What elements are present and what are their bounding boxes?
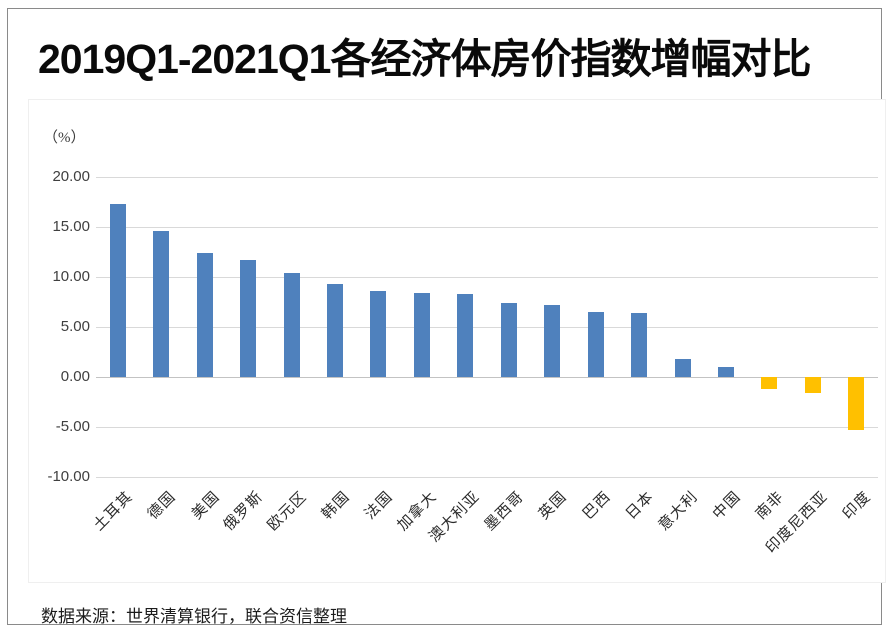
gridline bbox=[96, 176, 878, 178]
chart-bar bbox=[717, 367, 734, 377]
y-tick-label: -10.00 bbox=[47, 468, 90, 485]
gridline bbox=[96, 276, 878, 278]
y-tick-label: -5.00 bbox=[55, 418, 90, 435]
plot-area bbox=[96, 176, 878, 478]
chart-bar bbox=[804, 377, 821, 393]
y-axis-unit-label: （%） bbox=[43, 130, 86, 146]
y-tick-label: 10.00 bbox=[52, 268, 90, 285]
chart-bar bbox=[631, 313, 648, 377]
source-note: 数据来源：世界清算银行，联合资信整理 bbox=[41, 607, 347, 626]
y-tick-label: 15.00 bbox=[52, 218, 90, 235]
chart-frame: 2019Q1-2021Q1各经济体房价指数增幅对比 （%） 20.00 15.00… bbox=[7, 8, 886, 626]
gridline bbox=[96, 476, 878, 478]
chart-bar bbox=[544, 305, 561, 377]
chart-bar bbox=[109, 204, 126, 377]
chart-bar bbox=[500, 303, 517, 377]
chart-bar bbox=[153, 231, 170, 377]
chart-bar bbox=[413, 293, 430, 377]
chart-bar bbox=[240, 260, 257, 377]
chart-bar bbox=[326, 284, 343, 377]
chart-bar bbox=[370, 291, 387, 377]
gridline bbox=[96, 226, 878, 228]
chart-bar bbox=[457, 294, 474, 377]
chart-bar bbox=[848, 377, 865, 430]
chart-bar bbox=[587, 312, 604, 377]
chart-bar bbox=[674, 359, 691, 377]
chart-bar bbox=[196, 253, 213, 377]
chart-bar bbox=[283, 273, 300, 377]
chart-area bbox=[28, 99, 886, 583]
y-tick-label: 20.00 bbox=[52, 168, 90, 185]
zero-axis-line bbox=[96, 376, 878, 378]
y-tick-label: 0.00 bbox=[60, 368, 90, 385]
chart-bar bbox=[761, 377, 778, 389]
y-tick-label: 5.00 bbox=[60, 318, 90, 335]
gridline bbox=[96, 326, 878, 328]
gridline bbox=[96, 426, 878, 428]
chart-title: 2019Q1-2021Q1各经济体房价指数增幅对比 bbox=[38, 36, 811, 82]
